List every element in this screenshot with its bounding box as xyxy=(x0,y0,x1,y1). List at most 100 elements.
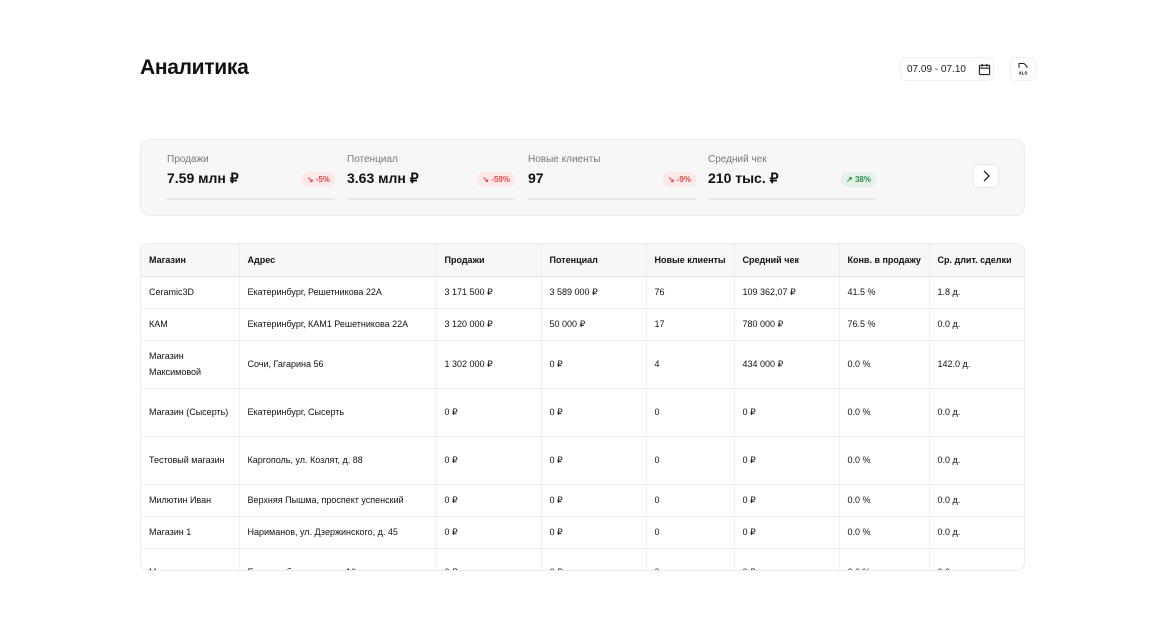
table-cell: 17 xyxy=(646,308,735,341)
table-cell: 0 xyxy=(646,516,735,549)
table-row[interactable]: Ceramic3D Екатеринбург, Решетникова 22А 3 … xyxy=(141,276,1024,309)
trend-down-icon: ↘ xyxy=(482,175,490,184)
table-cell: Екатеринбург, КАМ1 Решетникова 22А xyxy=(239,308,437,341)
stores-table: Магазин Адрес Продажи Потенциал Новые клиент… xyxy=(140,243,1025,571)
table-cell: 0 ₽ xyxy=(734,484,840,517)
table-cell: 0 ₽ xyxy=(541,436,647,485)
table-cell: Екатеринбург, Сысерть xyxy=(239,388,437,437)
table-cell: 0.0 % xyxy=(839,340,930,389)
table-cell: 0.0 д. xyxy=(929,484,1024,517)
kpi-value: 7.59 млн ₽ xyxy=(167,170,239,186)
table-cell: 0 ₽ xyxy=(436,548,542,570)
kpi-card: Новые клиенты 97 ↘ -9% xyxy=(528,154,696,200)
table-cell: 0 ₽ xyxy=(734,548,840,570)
kpi-change-badge: ↘ -5% xyxy=(301,172,335,187)
table-cell: 0 ₽ xyxy=(734,436,840,485)
table-cell: 0 ₽ xyxy=(734,516,840,549)
table-cell: Каргополь, ул. Козлят, д. 88 xyxy=(239,436,437,485)
kpi-change: 38% xyxy=(854,175,871,184)
table-cell: 0 xyxy=(646,548,735,570)
table-cell: 0 ₽ xyxy=(541,516,647,549)
table-cell: 0 xyxy=(646,436,735,485)
date-range-picker[interactable]: 07.09 - 07.10 xyxy=(900,57,994,81)
table-cell: 0 ₽ xyxy=(541,484,647,517)
table-cell: 3 120 000 ₽ xyxy=(436,308,542,341)
table-cell: 780 000 ₽ xyxy=(734,308,840,341)
table-cell: Магазин xyxy=(141,548,240,570)
column-header[interactable]: Ср. длит. сделки xyxy=(929,244,1024,277)
table-cell: 142.0 д. xyxy=(929,340,1024,389)
column-header[interactable]: Конв. в продажу xyxy=(839,244,930,277)
table-cell: 0.0 д. xyxy=(929,388,1024,437)
table-cell: 0.0 д. xyxy=(929,308,1024,341)
kpi-change-badge: ↘ -59% xyxy=(477,172,515,187)
next-kpis-button[interactable] xyxy=(973,164,999,188)
column-header[interactable]: Продажи xyxy=(436,244,542,277)
table-cell: 3 589 000 ₽ xyxy=(541,276,647,309)
kpi-change: -9% xyxy=(676,175,691,184)
table-cell: Екатеринбург, пушкина 10 xyxy=(239,548,437,570)
svg-text:XLS: XLS xyxy=(1019,71,1028,76)
table-cell: 0.0 д. xyxy=(929,516,1024,549)
table-cell: Верхняя Пышма, проспект успенский xyxy=(239,484,437,517)
table-cell: 76.5 % xyxy=(839,308,930,341)
chevron-right-icon xyxy=(983,170,990,182)
table-row[interactable]: Магазин (Сысерть) Екатеринбург, Сысерть 0 … xyxy=(141,388,1024,437)
kpi-value: 97 xyxy=(528,170,544,186)
table-cell: Магазин Максимовой xyxy=(141,340,240,389)
table-cell: 0.0 % xyxy=(839,388,930,437)
table-cell: 3 171 500 ₽ xyxy=(436,276,542,309)
table-cell: 109 362,07 ₽ xyxy=(734,276,840,309)
table-cell: 0.0 % xyxy=(839,548,930,570)
table-row[interactable]: Магазин Максимовой Сочи, Гагарина 56 1 302… xyxy=(141,340,1024,389)
table-cell: Ceramic3D xyxy=(141,276,240,309)
kpi-card: Средний чек 210 тыс. ₽ ↗ 38% xyxy=(708,154,876,200)
table-cell: Магазин 1 xyxy=(141,516,240,549)
column-header[interactable]: Средний чек xyxy=(734,244,840,277)
table-cell: Нариманов, ул. Дзержинского, д. 45 xyxy=(239,516,437,549)
table-row[interactable]: МагазинЕкатеринбург, пушкина 100 ₽0 ₽00 … xyxy=(141,548,1024,570)
table-cell: 0 ₽ xyxy=(541,548,647,570)
table-cell: 0 ₽ xyxy=(436,436,542,485)
table-cell: КАМ xyxy=(141,308,240,341)
table-cell: 0 ₽ xyxy=(734,388,840,437)
export-xls-button[interactable]: XLS xyxy=(1010,57,1036,81)
kpi-card: Продажи 7.59 млн ₽ ↘ -5% xyxy=(167,154,335,200)
table-row[interactable]: Милютин Иван Верхняя Пышма, проспект успе… xyxy=(141,484,1024,517)
kpi-card: Потенциал 3.63 млн ₽ ↘ -59% xyxy=(347,154,515,200)
table-cell: 0.0 д. xyxy=(929,436,1024,485)
table-cell: 0 xyxy=(646,484,735,517)
column-header[interactable]: Адрес xyxy=(239,244,437,277)
trend-up-icon: ↗ xyxy=(846,175,853,184)
table-cell: 0 ₽ xyxy=(436,484,542,517)
page-title: Аналитика xyxy=(140,56,249,79)
kpi-change: -59% xyxy=(491,175,510,184)
table-cell: 50 000 ₽ xyxy=(541,308,647,341)
table-cell: Екатеринбург, Решетникова 22А xyxy=(239,276,437,309)
table-cell: 1.8 д. xyxy=(929,276,1024,309)
kpi-label: Продажи xyxy=(167,154,209,165)
table-cell: 0 ₽ xyxy=(436,516,542,549)
table-cell: 0 ₽ xyxy=(541,340,647,389)
table-row[interactable]: Тестовый магазин Каргополь, ул. Козлят, д… xyxy=(141,436,1024,485)
column-header[interactable]: Потенциал xyxy=(541,244,647,277)
table-cell: Сочи, Гагарина 56 xyxy=(239,340,437,389)
table-cell: 0.0 % xyxy=(839,516,930,549)
kpi-change-badge: ↘ -9% xyxy=(662,172,696,187)
column-header[interactable]: Новые клиенты xyxy=(646,244,735,277)
table-cell: 4 xyxy=(646,340,735,389)
kpi-value: 3.63 млн ₽ xyxy=(347,170,419,186)
table-cell: Милютин Иван xyxy=(141,484,240,517)
table-cell: 41.5 % xyxy=(839,276,930,309)
date-range-value: 07.09 - 07.10 xyxy=(907,63,966,75)
trend-down-icon: ↘ xyxy=(306,175,314,184)
table-cell: 0 ₽ xyxy=(436,388,542,437)
table-row[interactable]: КАМ Екатеринбург, КАМ1 Решетникова 22А 3 1… xyxy=(141,308,1024,341)
table-row[interactable]: Магазин 1 Нариманов, ул. Дзержинского, д.… xyxy=(141,516,1024,549)
table-cell: 0 xyxy=(646,388,735,437)
column-header[interactable]: Магазин xyxy=(141,244,240,277)
table-cell: 0 ₽ xyxy=(541,388,647,437)
table-cell: Магазин (Сысерть) xyxy=(141,388,240,437)
xls-file-icon: XLS xyxy=(1018,63,1028,76)
table-cell: 76 xyxy=(646,276,735,309)
